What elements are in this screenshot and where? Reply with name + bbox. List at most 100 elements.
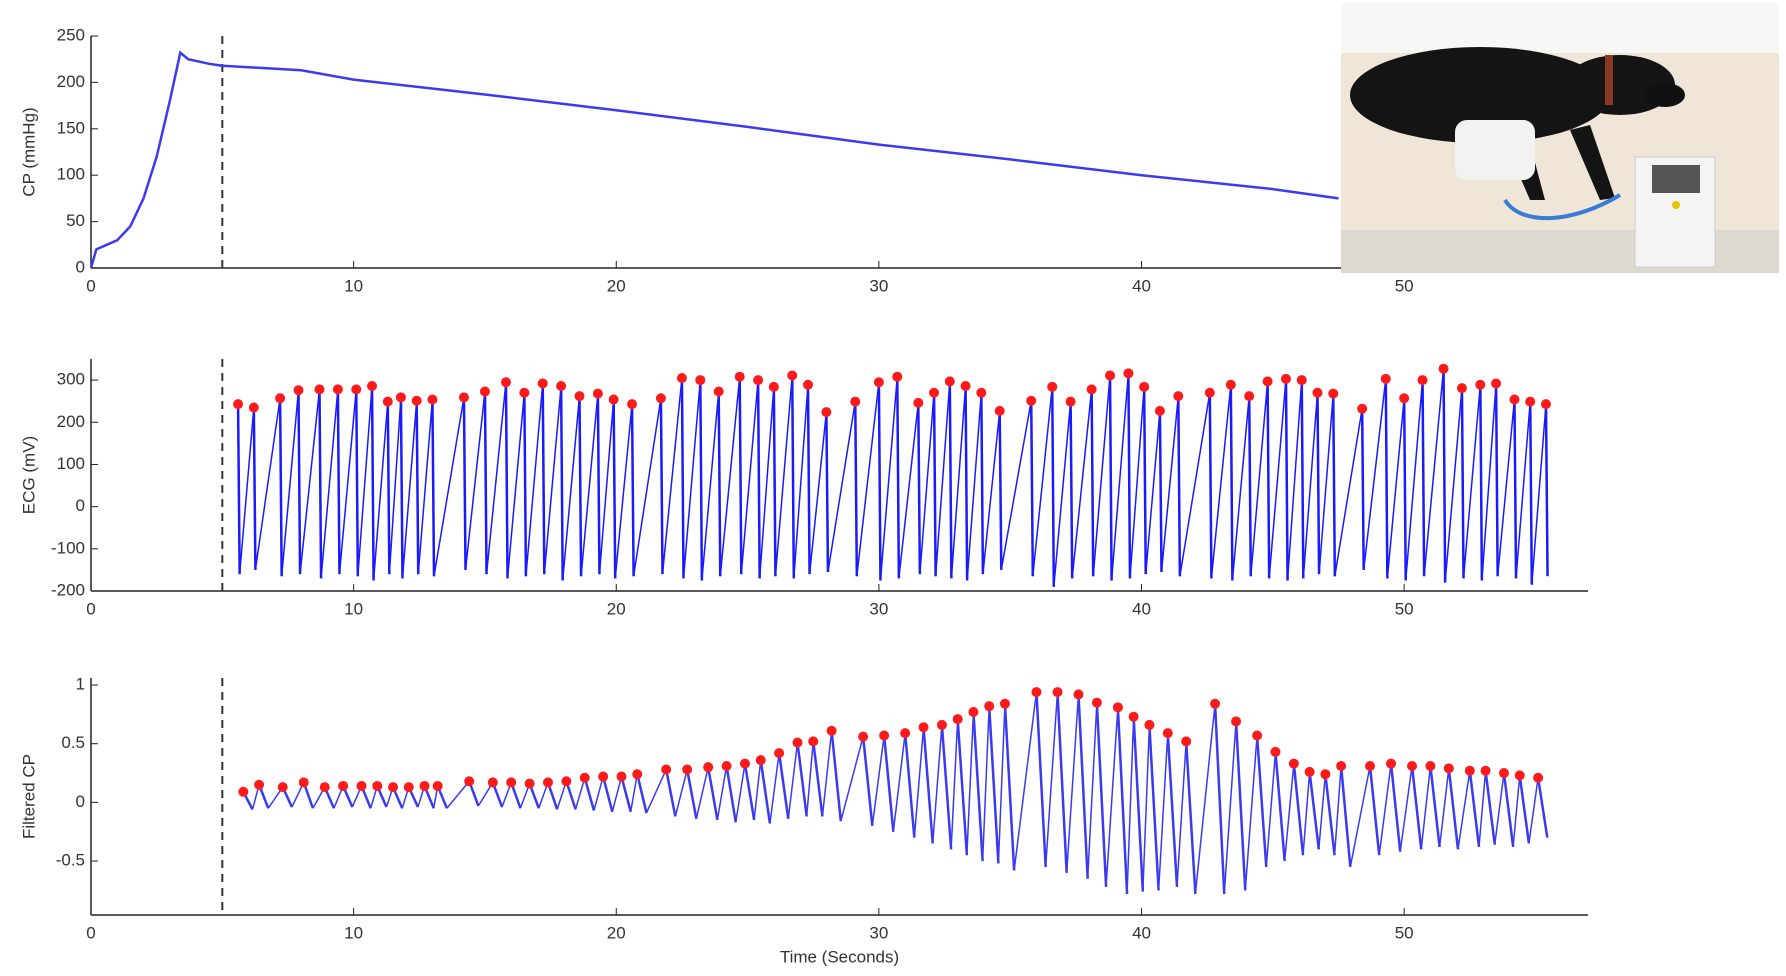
spike-rise [1444, 388, 1463, 583]
spike [336, 389, 341, 575]
peak-marker [826, 725, 837, 736]
spike [1429, 765, 1441, 848]
spike-rise [1515, 401, 1531, 579]
spike [1127, 373, 1132, 579]
spike [1410, 765, 1423, 850]
spike-rise [740, 380, 759, 575]
peak-marker [753, 375, 764, 386]
spike-rise [1142, 724, 1151, 892]
spike-rise [1231, 396, 1250, 581]
spike-rise [629, 774, 639, 812]
spike [1528, 401, 1534, 585]
peak-marker [695, 375, 706, 386]
y-tick-label: -200 [51, 580, 85, 599]
peak-marker [703, 762, 714, 773]
spike [462, 397, 467, 570]
peak-marker [850, 396, 861, 407]
spike-rise [1378, 763, 1392, 856]
spike-rise [753, 760, 762, 821]
x-tick-label: 0 [86, 599, 95, 618]
spike-rise [433, 397, 465, 577]
spike [583, 777, 596, 811]
peak-marker [960, 380, 971, 391]
spike [932, 392, 937, 577]
spike [743, 763, 756, 821]
peak-marker [233, 399, 244, 410]
peak-marker [293, 385, 304, 396]
spike-rise [1179, 392, 1211, 577]
y-axis-label: CP (mmHg) [19, 107, 38, 196]
peak-marker [1280, 373, 1291, 384]
spike [1479, 384, 1484, 581]
spike-rise [1223, 721, 1237, 894]
spike [1360, 408, 1365, 570]
y-tick-label: 200 [57, 72, 85, 91]
y-axis-label: ECG (mV) [19, 436, 38, 514]
spike-rise [1512, 775, 1521, 848]
spike [796, 742, 808, 817]
spike-rise [892, 733, 906, 832]
peak-marker [519, 387, 530, 398]
peak-marker [1464, 765, 1475, 776]
spike [882, 735, 895, 832]
spike [1069, 401, 1074, 579]
peak-marker [755, 755, 766, 766]
spike-rise [1286, 380, 1303, 581]
peak-marker [858, 731, 869, 742]
peak-marker [579, 772, 590, 783]
spike [830, 730, 843, 822]
peak-marker [598, 771, 609, 782]
x-tick-label: 20 [607, 923, 626, 942]
peak-marker [1498, 768, 1509, 779]
spike-rise [1333, 765, 1342, 856]
spike [987, 706, 1000, 864]
x-tick-label: 50 [1395, 276, 1414, 295]
peak-marker [1026, 395, 1037, 406]
spike [1142, 386, 1147, 575]
peak-marker [655, 393, 666, 404]
spike [1255, 735, 1268, 867]
spike [1208, 392, 1213, 579]
peak-marker [542, 777, 553, 788]
peak-marker [616, 771, 627, 782]
spike-rise [357, 385, 373, 577]
spike-rise [1318, 774, 1327, 850]
spike [636, 773, 648, 814]
spike [1148, 724, 1160, 891]
spike [1421, 380, 1426, 577]
spike-rise [1438, 768, 1450, 848]
spike-rise [614, 404, 633, 579]
peak-marker [1231, 716, 1242, 727]
spike-rise [561, 396, 581, 581]
peak-marker [1336, 760, 1347, 771]
spike [664, 769, 677, 817]
peak-marker [382, 396, 393, 407]
peak-marker [1475, 379, 1486, 390]
subplot: 0 10 20 30 40 50 -0.5 0 0.5 1 Filtered CP Time (Sec… [19, 675, 1588, 966]
peak-marker [739, 758, 750, 769]
y-tick-label: 0 [76, 496, 85, 515]
spike [790, 375, 796, 579]
spike [1300, 380, 1305, 579]
x-tick-label: 20 [607, 599, 626, 618]
peak-marker [1491, 378, 1502, 389]
spike-rise [821, 730, 833, 817]
peak-marker [1540, 399, 1551, 410]
peak-marker [1456, 383, 1467, 394]
spike [1177, 396, 1182, 577]
spike [964, 385, 969, 581]
spike-rise [805, 741, 814, 817]
spike [1536, 777, 1549, 838]
spike-rise [808, 412, 828, 575]
spike-rise [1496, 399, 1516, 577]
spike-rise [1176, 741, 1187, 887]
spike [236, 404, 241, 575]
spike-rise [735, 763, 746, 823]
spike [972, 711, 984, 862]
peak-marker [1244, 391, 1255, 402]
spike-rise [769, 752, 780, 824]
peak-marker [713, 386, 724, 397]
peak-marker [356, 780, 367, 791]
spike-rise [950, 719, 959, 850]
peak-marker [1509, 394, 1520, 405]
